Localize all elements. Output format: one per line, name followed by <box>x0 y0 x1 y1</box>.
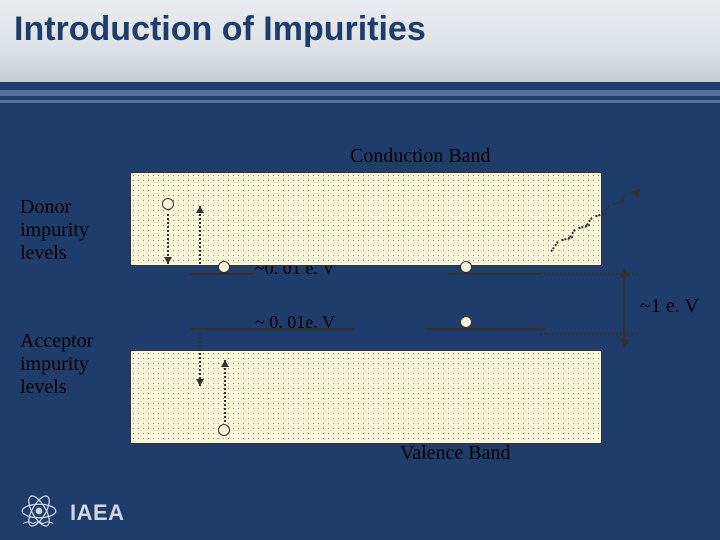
donor-level-line-right <box>448 273 542 275</box>
iaea-logo-icon <box>18 490 60 532</box>
electron-icon <box>218 424 230 436</box>
vb-up-arrow <box>224 360 226 422</box>
accent-stripe-thin <box>0 100 720 103</box>
donor-label: Donor impurity levels <box>20 196 130 265</box>
acceptor-level-line <box>190 328 355 330</box>
cb-to-donor-arrow <box>167 214 169 264</box>
conduction-band-label: Conduction Band <box>350 145 491 168</box>
donor-arrow-up <box>199 206 201 264</box>
valence-band-label: Valence Band <box>400 442 511 465</box>
bandgap-arrow <box>623 268 625 348</box>
bandgap-label: ~1 e. V <box>640 295 699 318</box>
electron-icon <box>460 261 472 273</box>
donor-level-line <box>190 273 254 275</box>
electron-icon <box>162 198 174 210</box>
accent-stripe <box>0 90 720 96</box>
electron-icon <box>218 261 230 273</box>
slide-title: Introduction of Impurities <box>14 10 426 49</box>
acceptor-arrow-down <box>199 334 201 386</box>
acceptor-label: Acceptor impurity levels <box>20 330 130 399</box>
slide: Introduction of Impurities Conduction Ba… <box>0 0 720 540</box>
electron-icon <box>460 316 472 328</box>
org-label: IAEA <box>70 500 125 526</box>
acceptor-level-line-right <box>425 328 545 330</box>
